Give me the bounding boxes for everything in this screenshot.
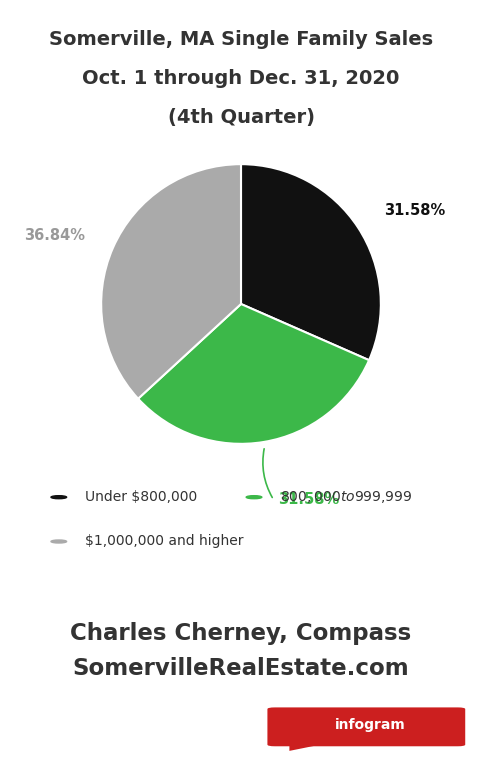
- Circle shape: [246, 496, 262, 499]
- Text: SomervilleRealEstate.com: SomervilleRealEstate.com: [73, 657, 409, 680]
- Wedge shape: [101, 164, 241, 399]
- Text: (4th Quarter): (4th Quarter): [168, 108, 314, 127]
- Wedge shape: [138, 304, 369, 444]
- Text: Somerville, MA Single Family Sales: Somerville, MA Single Family Sales: [49, 30, 433, 49]
- Text: $1,000,000 and higher: $1,000,000 and higher: [85, 534, 243, 549]
- Text: 31.58%: 31.58%: [384, 203, 445, 218]
- Wedge shape: [241, 164, 381, 360]
- Polygon shape: [289, 745, 321, 751]
- Circle shape: [51, 540, 67, 543]
- Text: $800,000 to $999,999: $800,000 to $999,999: [280, 489, 413, 505]
- Text: 31.58%: 31.58%: [278, 492, 339, 508]
- Circle shape: [51, 496, 67, 499]
- Text: Charles Cherney, Compass: Charles Cherney, Compass: [70, 622, 412, 644]
- Text: infogram: infogram: [335, 718, 405, 732]
- Text: Under $800,000: Under $800,000: [85, 490, 197, 504]
- Text: Oct. 1 through Dec. 31, 2020: Oct. 1 through Dec. 31, 2020: [82, 69, 400, 88]
- FancyBboxPatch shape: [268, 708, 465, 746]
- Text: 36.84%: 36.84%: [24, 228, 85, 243]
